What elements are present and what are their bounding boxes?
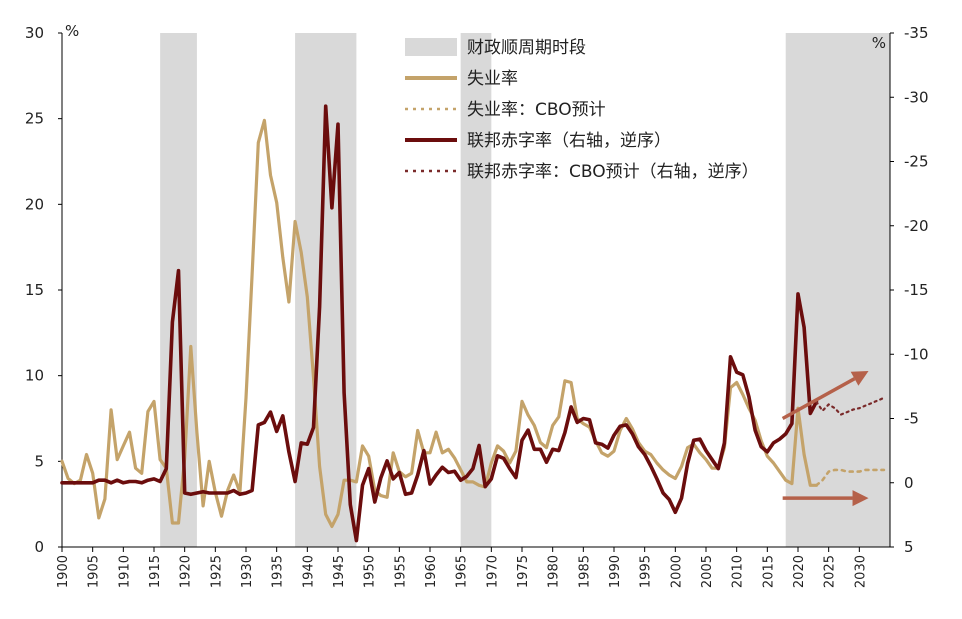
x-tick-label: 1950	[363, 555, 378, 588]
x-tick-label: 1930	[240, 555, 255, 588]
left-tick-label: 0	[34, 538, 44, 556]
x-tick-label: 1955	[393, 555, 408, 588]
legend-label-unemp: 失业率	[467, 69, 518, 89]
x-tick-label: 1900	[56, 555, 71, 588]
left-tick-label: 5	[34, 452, 44, 470]
x-tick-label: 2000	[669, 555, 684, 588]
x-tick-label: 1945	[332, 555, 347, 588]
x-tick-label: 2010	[731, 555, 746, 588]
x-tick-label: 2005	[700, 555, 715, 588]
legend-label-deficit_cbo: 联邦赤字率：CBO预计（右轴，逆序）	[467, 162, 759, 182]
right-tick-label: -20	[904, 217, 929, 235]
x-tick-label: 2015	[761, 555, 776, 588]
x-tick-label: 1905	[87, 555, 102, 588]
x-tick-label: 1995	[639, 555, 654, 588]
legend-label-deficit: 联邦赤字率（右轴，逆序）	[467, 131, 671, 151]
left-tick-label: 20	[25, 195, 44, 213]
left-axis-unit: %	[65, 22, 79, 40]
x-tick-label: 1935	[271, 555, 286, 588]
right-tick-label: 5	[904, 538, 914, 556]
right-tick-label: -25	[904, 153, 929, 171]
left-tick-label: 25	[25, 110, 44, 128]
right-tick-label: -15	[904, 281, 929, 299]
deficit-cbo-line	[815, 396, 886, 416]
right-tick-label: -10	[904, 345, 929, 363]
x-tick-label: 1960	[424, 555, 439, 588]
legend-swatch-shade	[405, 38, 457, 56]
arrow-shaft-0	[781, 377, 856, 421]
shaded-periods	[160, 33, 890, 547]
trend-arrows	[781, 370, 869, 507]
arrow-head-0	[850, 370, 869, 386]
x-tick-label: 2030	[853, 555, 868, 588]
arrow-head-1	[852, 490, 869, 507]
x-tick-label: 1925	[209, 555, 224, 588]
x-tick-label: 2025	[823, 555, 838, 588]
series-lines	[60, 104, 886, 543]
x-tick-label: 1985	[577, 555, 592, 588]
right-tick-label: -30	[904, 88, 929, 106]
x-tick-label: 1915	[148, 555, 163, 588]
x-tick-label: 1980	[547, 555, 562, 588]
right-tick-label: -35	[904, 24, 929, 42]
x-tick-label: 1920	[179, 555, 194, 588]
right-tick-label: 0	[904, 474, 914, 492]
legend-label-unemp_cbo: 失业率：CBO预计	[467, 100, 606, 120]
unemployment-cbo-line	[815, 468, 886, 487]
right-axis-unit: %	[872, 34, 886, 52]
left-tick-label: 30	[25, 24, 44, 42]
deficit-line	[60, 104, 819, 543]
x-tick-label: 2020	[792, 555, 807, 588]
x-tick-label: 1975	[516, 555, 531, 588]
legend-label-shade: 财政顺周期时段	[467, 38, 586, 58]
left-tick-label: 10	[25, 367, 44, 385]
x-tick-label: 1940	[301, 555, 316, 588]
x-tick-label: 1990	[608, 555, 623, 588]
x-tick-label: 1965	[455, 555, 470, 588]
x-tick-label: 1910	[117, 555, 132, 588]
shaded-period-3	[785, 33, 890, 547]
left-tick-label: 15	[25, 281, 44, 299]
x-tick-label: 1970	[485, 555, 500, 588]
right-tick-label: -5	[904, 410, 919, 428]
